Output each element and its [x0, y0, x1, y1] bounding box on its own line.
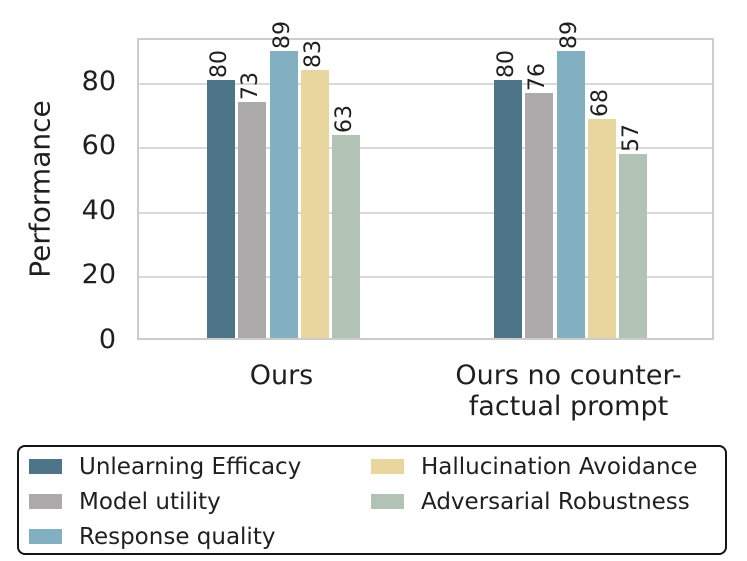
legend-item: Response quality: [29, 519, 301, 554]
bar-value-label: 89: [269, 20, 295, 49]
legend-column-1: Unlearning Efficacy Model utility Response…: [29, 449, 301, 554]
bar: [300, 70, 329, 338]
legend-item: Hallucination Avoidance: [371, 449, 697, 484]
legend-swatch: [29, 459, 62, 474]
legend-label: Response quality: [79, 523, 276, 550]
y-tick-label: 60: [81, 130, 116, 162]
x-tick-label: Ours no counter-factual prompt: [455, 360, 682, 422]
bar-value-label: 76: [525, 62, 551, 91]
plot-area: [137, 38, 714, 340]
bar: [494, 79, 523, 338]
gridline: [139, 82, 712, 85]
gridline: [139, 147, 712, 150]
legend-label: Model utility: [79, 488, 221, 515]
y-tick-label: 0: [98, 324, 116, 355]
bar: [207, 79, 236, 338]
legend-swatch: [371, 494, 404, 509]
bar: [331, 134, 360, 338]
bar: [556, 50, 585, 338]
bar-value-label: 80: [494, 49, 520, 78]
legend-item: Adversarial Robustness: [371, 484, 697, 519]
gridline: [139, 211, 712, 214]
gridline: [139, 276, 712, 279]
bar: [618, 154, 647, 338]
bar-value-label: 80: [207, 49, 233, 78]
bar-value-label: 89: [556, 20, 582, 49]
bar: [587, 118, 616, 338]
legend-item: Model utility: [29, 484, 301, 519]
bar-value-label: 63: [331, 104, 357, 133]
legend: Unlearning Efficacy Model utility Response…: [17, 445, 727, 555]
bar-value-label: 57: [618, 124, 644, 153]
x-tick-label: Ours: [249, 360, 314, 391]
bar: [238, 102, 267, 338]
legend-item: Unlearning Efficacy: [29, 449, 301, 484]
legend-swatch: [29, 494, 62, 509]
y-axis-label: Performance: [23, 100, 57, 278]
bar-value-label: 83: [300, 40, 326, 69]
bar-value-label: 68: [587, 88, 613, 117]
y-tick-label: 20: [81, 259, 116, 291]
y-tick-label: 80: [81, 65, 116, 97]
legend-label: Hallucination Avoidance: [421, 453, 698, 480]
bar: [525, 92, 554, 338]
legend-swatch: [371, 459, 404, 474]
legend-label: Adversarial Robustness: [421, 488, 690, 515]
y-tick-label: 40: [81, 194, 116, 226]
bar-value-label: 73: [238, 72, 264, 101]
legend-label: Unlearning Efficacy: [79, 453, 302, 480]
bar: [269, 50, 298, 338]
legend-swatch: [29, 529, 62, 544]
legend-column-2: Hallucination Avoidance Adversarial Robus…: [371, 449, 697, 519]
